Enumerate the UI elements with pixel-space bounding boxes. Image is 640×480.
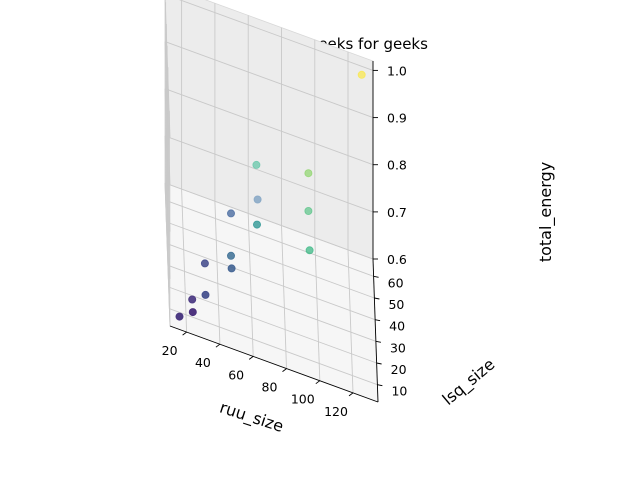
y-tick-label: 10 (391, 384, 407, 399)
x-tick-label: 80 (262, 380, 278, 395)
y-tick-mark (375, 319, 381, 322)
data-point (357, 70, 366, 79)
data-point (175, 312, 184, 321)
y-tick-label: 40 (389, 319, 405, 334)
data-point (188, 295, 197, 304)
x-axis-label: ruu_size (217, 398, 286, 437)
y-tick-mark (376, 362, 382, 365)
data-point (304, 169, 313, 178)
x-tick-mark (215, 343, 221, 348)
grid-line-z (164, 41, 374, 119)
data-point (252, 160, 261, 169)
y-axis-label: lsq_size (439, 355, 499, 410)
y-tick-label: 20 (391, 362, 407, 377)
x-tick-mark (248, 356, 254, 360)
x-tick-mark (348, 392, 354, 397)
grid-line-x (214, 201, 221, 345)
x-tick-label: 20 (162, 343, 178, 358)
data-point (227, 264, 236, 273)
z-tick-label: 0.6 (387, 252, 407, 267)
y-tick-label: 30 (390, 340, 406, 355)
grid-line-z (164, 88, 374, 166)
z-tick-label: 0.9 (387, 111, 407, 126)
y-tick-mark (377, 384, 383, 387)
tick-labels: 20 40 60 80 100 120 10 20 30 40 50 60 0.6 0.7 0.8 0.9 1.… (162, 63, 408, 419)
x-tick-mark (182, 331, 187, 336)
grid-line-z (179, 0, 374, 71)
grid-line-x (347, 249, 354, 393)
data-point (252, 220, 261, 229)
x-tick-mark (315, 380, 321, 385)
x-tick-label: 60 (228, 367, 244, 382)
data-point (226, 251, 235, 260)
grid-line-x (247, 213, 254, 357)
x-tick-label: 40 (195, 355, 211, 370)
grid-line-x (314, 237, 321, 381)
z-tick-label: 0.7 (387, 205, 407, 220)
grid-line-z (164, 135, 374, 213)
x-tick-label: 120 (324, 404, 348, 419)
grid-line-y (167, 264, 377, 342)
data-point (253, 195, 262, 204)
data-point (305, 246, 314, 255)
y-tick-mark (375, 340, 381, 343)
axes-panes (164, 0, 379, 403)
grid-lines (164, 0, 378, 393)
y-tick-label: 60 (388, 275, 404, 290)
grid-line-x (181, 189, 188, 333)
y-tick-label: 50 (388, 297, 404, 312)
x-tick-label: 100 (291, 392, 315, 407)
grid-line-x (281, 225, 287, 369)
x-tick-mark (282, 368, 287, 372)
grid-line-z (164, 88, 171, 232)
data-points (175, 70, 366, 321)
grid-line-z (164, 182, 171, 327)
data-point (201, 290, 210, 299)
grid-line-y (165, 199, 374, 277)
z-axis-label: total_energy (536, 162, 556, 262)
grid-line-y (166, 243, 376, 321)
grid-line-y (166, 221, 375, 299)
y-axis-line (372, 258, 379, 403)
data-point (200, 259, 209, 268)
y-tick-mark (374, 297, 380, 300)
x-axis-line (169, 325, 379, 403)
y-tick-mark (373, 275, 379, 278)
data-point (226, 209, 235, 218)
grid-line-y (168, 286, 377, 364)
grid-line-z (164, 41, 171, 185)
data-point (188, 308, 197, 317)
data-point (304, 206, 313, 215)
grid-line-z (164, 135, 171, 279)
z-tick-label: 0.8 (387, 158, 407, 173)
grid-line-z (164, 0, 171, 138)
axis-lines (169, 61, 383, 403)
grid-line-y (169, 308, 378, 386)
grid-line-z (164, 182, 374, 260)
z-tick-label: 1.0 (387, 63, 407, 78)
